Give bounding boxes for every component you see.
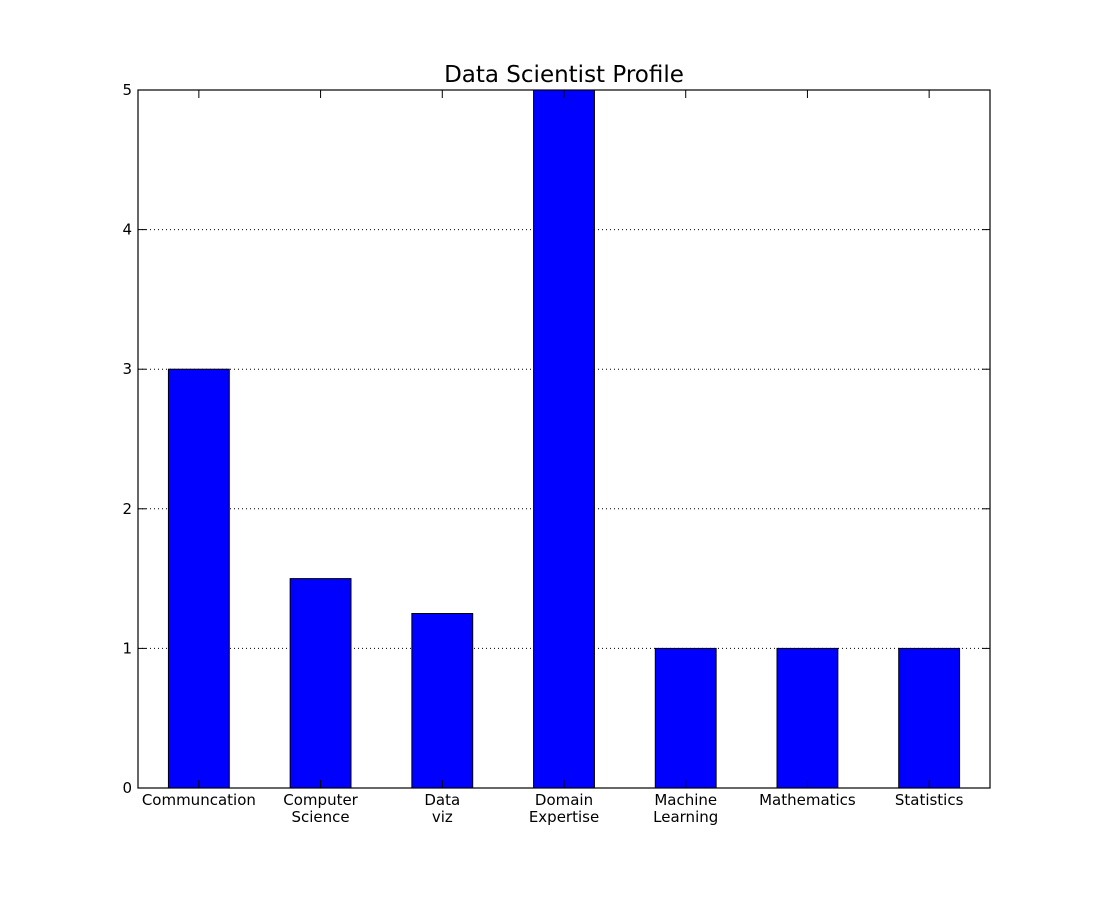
bar (776, 647, 839, 789)
x-category-label: Domain Expertise (529, 791, 599, 826)
x-category-label-line: Expertise (529, 808, 599, 826)
x-category-label: Machine Learning (653, 791, 718, 826)
bar (898, 647, 961, 789)
bar (411, 613, 474, 789)
bar (289, 578, 352, 789)
x-category-label-line: Machine (654, 791, 717, 809)
bar (533, 89, 595, 789)
y-axis-tick-labels: 0 1 2 3 4 5 (122, 81, 132, 797)
x-category-label-line: Computer (283, 791, 358, 809)
y-tick-label: 4 (122, 221, 132, 239)
x-category-label-line: viz (432, 808, 453, 826)
y-tick-label: 5 (122, 81, 132, 99)
y-tick-label: 3 (122, 360, 132, 378)
x-category-label-line: Learning (653, 808, 718, 826)
bar (654, 647, 717, 789)
x-category-label: Mathematics (759, 791, 856, 809)
x-category-label-line: Science (291, 808, 349, 826)
x-category-label: Data viz (424, 791, 460, 826)
y-tick-label: 1 (122, 639, 132, 657)
y-tick-label: 2 (122, 500, 132, 518)
x-category-label-line: Data (424, 791, 460, 809)
x-category-label-line: Mathematics (759, 791, 856, 809)
x-axis-category-labels: Communcation Computer Science Data viz Domain… (142, 791, 964, 826)
bars (167, 89, 961, 789)
x-category-label-line: Statistics (895, 791, 964, 809)
x-category-label: Communcation (142, 791, 256, 809)
bar (167, 368, 230, 789)
y-tick-label: 0 (122, 779, 132, 797)
axis-ticks (138, 89, 990, 789)
x-category-label: Computer Science (283, 791, 358, 826)
x-category-label-line: Communcation (142, 791, 256, 809)
x-category-label: Statistics (895, 791, 964, 809)
chart-title: Data Scientist Profile (444, 62, 684, 88)
x-category-label-line: Domain (535, 791, 593, 809)
